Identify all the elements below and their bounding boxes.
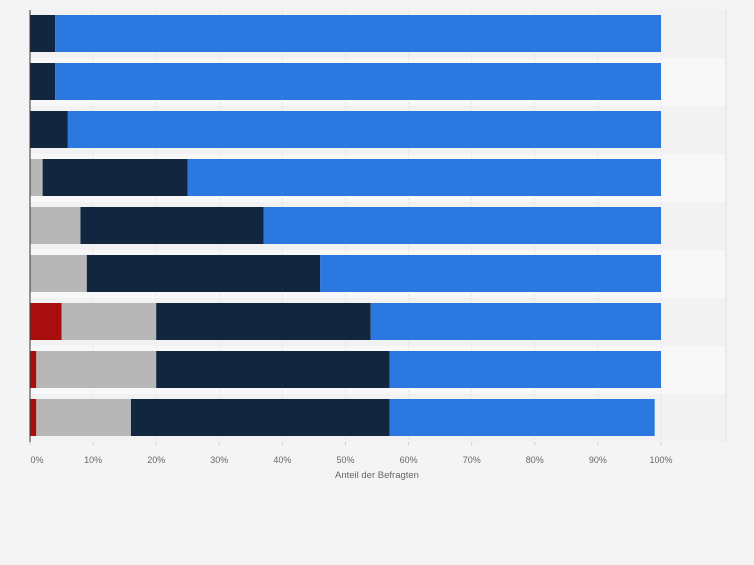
bar-segment-row4-series4	[187, 159, 661, 196]
bars	[30, 15, 662, 436]
bar-segment-row7-series1	[30, 303, 62, 340]
bar-segment-row1-series4	[55, 15, 662, 52]
bar-segment-row7-series2	[61, 303, 157, 340]
bar-segment-row2-series3	[30, 63, 56, 100]
bar-segment-row6-series3	[86, 255, 321, 292]
x-tick-label: 90%	[589, 455, 607, 465]
x-axis-title: Anteil der Befragten	[335, 470, 419, 481]
bar-segment-row8-series2	[36, 351, 157, 388]
bar-segment-row7-series3	[156, 303, 371, 340]
x-tick-label: 80%	[526, 455, 544, 465]
bar-segment-row5-series3	[80, 207, 264, 244]
x-tick-label: 30%	[210, 455, 228, 465]
bar-segment-row9-series1	[30, 399, 37, 436]
bar-segment-row4-series2	[30, 159, 43, 196]
x-tick-label: 100%	[649, 455, 672, 465]
bar-segment-row2-series4	[55, 63, 662, 100]
x-tick-label: 40%	[273, 455, 291, 465]
bar-segment-row8-series4	[389, 351, 661, 388]
bar-segment-row5-series2	[30, 207, 81, 244]
x-tick-label: 70%	[463, 455, 481, 465]
x-tick-label: 0%	[30, 455, 43, 465]
x-tick-label: 10%	[84, 455, 102, 465]
bar-segment-row6-series2	[30, 255, 87, 292]
bar-segment-row1-series3	[30, 15, 56, 52]
bar-segment-row5-series4	[263, 207, 661, 244]
x-tick-label: 50%	[336, 455, 354, 465]
bar-segment-row7-series4	[370, 303, 661, 340]
bar-segment-row9-series2	[36, 399, 131, 436]
bar-segment-row9-series4	[389, 399, 655, 436]
bar-segment-row9-series3	[130, 399, 390, 436]
x-axis: 0% 10% 20% 30% 40% 50% 60% 70% 80% 90% 100%	[29, 10, 673, 465]
bar-segment-row3-series3	[30, 111, 68, 148]
x-tick-label: 20%	[147, 455, 165, 465]
bar-segment-row3-series4	[67, 111, 662, 148]
bar-segment-row6-series4	[320, 255, 661, 292]
bar-segment-row4-series3	[42, 159, 188, 196]
x-tick-label: 60%	[400, 455, 418, 465]
bar-segment-row8-series1	[30, 351, 37, 388]
bar-segment-row8-series3	[156, 351, 390, 388]
